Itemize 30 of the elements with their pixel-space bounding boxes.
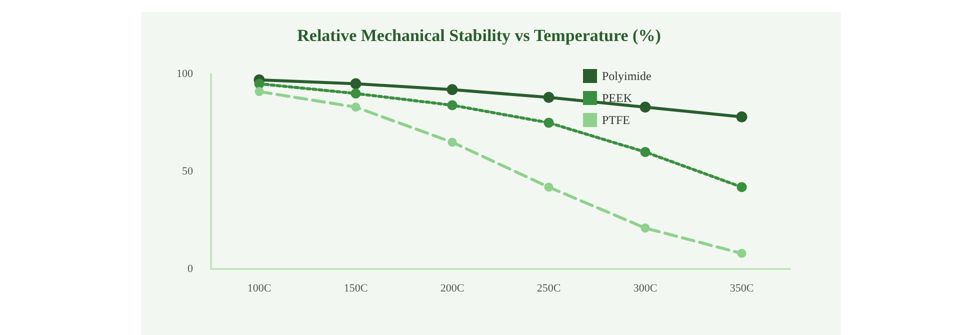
point xyxy=(350,78,362,90)
point xyxy=(640,102,651,113)
point xyxy=(351,102,360,112)
x-tick-label: 150C xyxy=(344,282,368,294)
point xyxy=(350,88,361,98)
x-tick-label: 200C xyxy=(440,282,464,294)
point xyxy=(544,118,554,128)
point xyxy=(254,87,264,96)
point xyxy=(446,84,458,96)
point xyxy=(543,92,554,103)
x-tick-label: 250C xyxy=(536,282,561,294)
x-tick-label: 300C xyxy=(633,282,658,294)
point xyxy=(544,182,554,192)
chart-title: Relative Mechanical Stability vs Temperature (%) xyxy=(297,26,661,45)
legend-label: Polyimide xyxy=(602,69,652,83)
y-tick-label: 100 xyxy=(176,68,194,80)
point xyxy=(737,248,746,258)
point xyxy=(640,224,650,233)
point xyxy=(448,138,457,147)
point xyxy=(736,182,747,192)
legend-label: PTFE xyxy=(602,113,630,127)
x-tick-label: 350C xyxy=(730,282,754,294)
point xyxy=(254,78,264,89)
point xyxy=(447,100,458,110)
point xyxy=(736,111,748,122)
legend-label: PEEK xyxy=(602,91,632,105)
y-tick-label: 50 xyxy=(182,166,194,178)
point xyxy=(640,147,650,157)
x-tick-label: 100C xyxy=(247,282,272,294)
y-tick-label: 0 xyxy=(188,263,194,275)
